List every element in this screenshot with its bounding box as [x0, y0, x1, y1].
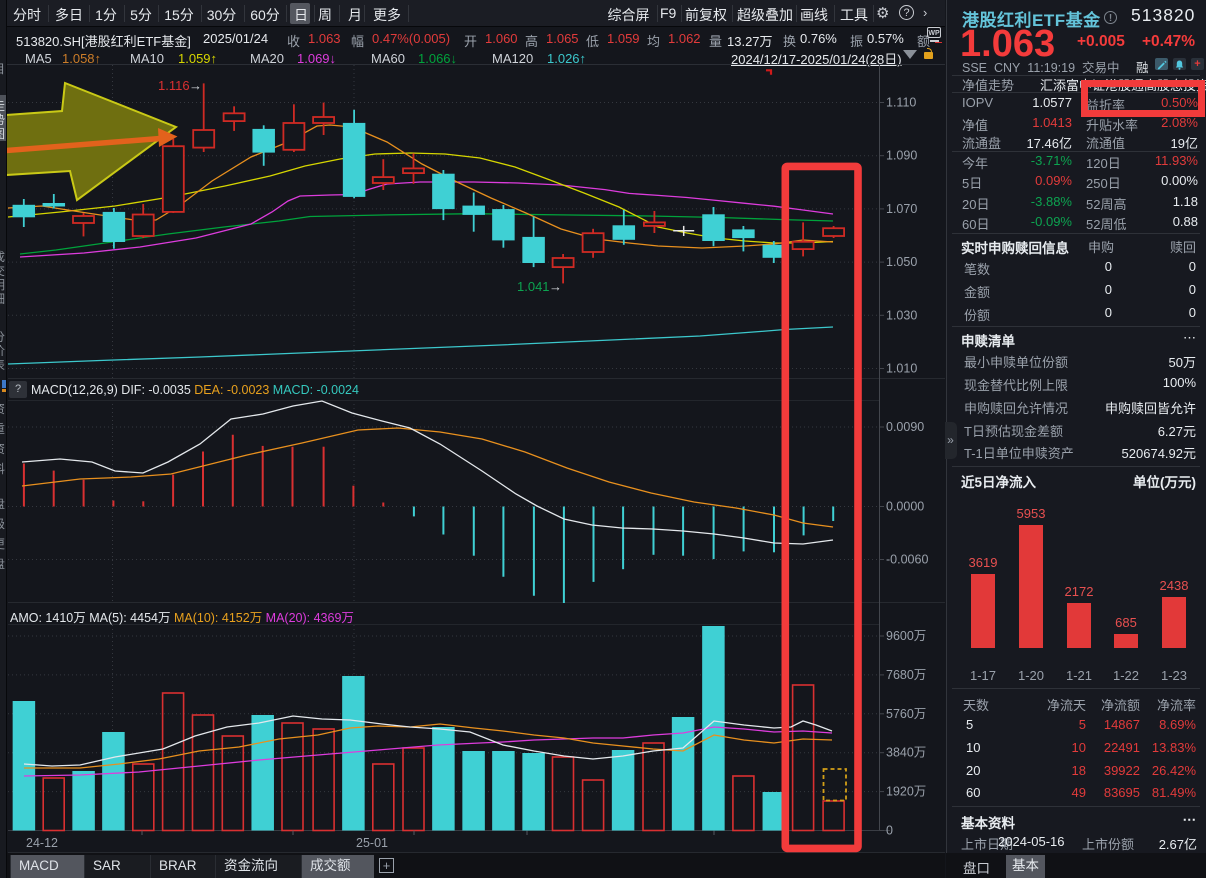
- svg-text:3840万: 3840万: [886, 746, 926, 760]
- svg-text:9600万: 9600万: [886, 629, 926, 643]
- svg-text:7680万: 7680万: [886, 668, 926, 682]
- svg-text:1.090: 1.090: [886, 149, 917, 163]
- svg-text:0.0000: 0.0000: [886, 500, 924, 514]
- svg-text:5760万: 5760万: [886, 707, 926, 721]
- svg-text:0.0090: 0.0090: [886, 420, 924, 434]
- svg-text:-0.0060: -0.0060: [886, 553, 928, 567]
- svg-text:1.070: 1.070: [886, 202, 917, 216]
- svg-text:1.030: 1.030: [886, 308, 917, 322]
- svg-text:1.110: 1.110: [886, 96, 916, 110]
- svg-text:1.050: 1.050: [886, 255, 917, 269]
- svg-text:0: 0: [886, 824, 893, 838]
- svg-text:→: →: [549, 279, 562, 294]
- svg-text:1920万: 1920万: [886, 785, 926, 799]
- svg-text:1.010: 1.010: [886, 362, 917, 376]
- svg-text:1.116: 1.116: [158, 78, 190, 93]
- svg-text:1.041: 1.041: [517, 279, 550, 294]
- svg-text:24-12: 24-12: [26, 836, 58, 850]
- svg-text:→: →: [189, 78, 202, 93]
- svg-text:25-01: 25-01: [356, 836, 388, 850]
